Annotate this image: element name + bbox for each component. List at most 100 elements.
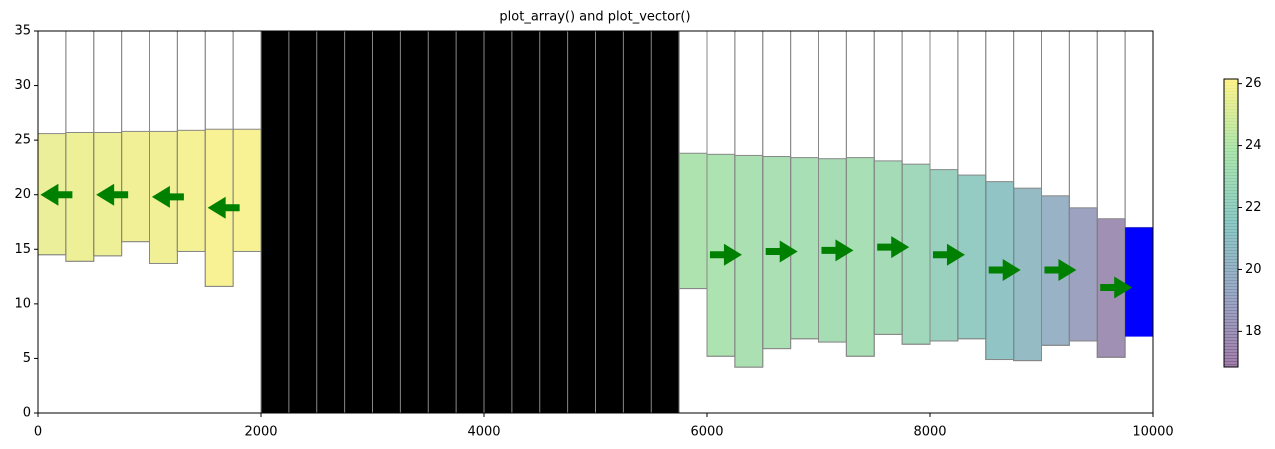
y-tick-label: 25 — [14, 133, 31, 148]
colorbar-step — [1224, 346, 1238, 350]
colorbar-step — [1224, 133, 1238, 137]
colorbar-step — [1224, 211, 1238, 215]
colorbar-step — [1224, 160, 1238, 164]
colorbar-step — [1224, 250, 1238, 254]
colorbar-step — [1224, 196, 1238, 200]
colorbar-step — [1224, 253, 1238, 257]
flow-vector — [1100, 276, 1133, 299]
colorbar-step — [1224, 121, 1238, 125]
flow-vector — [765, 240, 798, 263]
flow-vector — [709, 243, 742, 266]
colorbar-tick-label: 18 — [1245, 324, 1262, 339]
colorbar-step — [1224, 319, 1238, 323]
colorbar-step — [1224, 298, 1238, 302]
head-cell — [678, 152, 708, 290]
colorbar-step — [1224, 184, 1238, 188]
colorbar-step — [1224, 94, 1238, 98]
colorbar-step — [1224, 127, 1238, 131]
colorbar-step — [1224, 265, 1238, 269]
x-tick-label: 8000 — [913, 425, 946, 440]
colorbar-step — [1224, 307, 1238, 311]
colorbar-step — [1224, 247, 1238, 251]
colorbar-step — [1224, 112, 1238, 116]
constant-head-cell — [1125, 227, 1153, 337]
colorbar-step — [1224, 217, 1238, 221]
constant-head-outline — [1124, 30, 1154, 228]
colorbar-step — [1224, 232, 1238, 236]
colorbar-step — [1224, 322, 1238, 326]
y-tick-label: 20 — [14, 187, 31, 202]
colorbar-step — [1224, 82, 1238, 86]
colorbar-step — [1224, 181, 1238, 185]
colorbar-step — [1224, 220, 1238, 224]
x-tick-label: 10000 — [1132, 425, 1173, 440]
colorbar-step — [1224, 202, 1238, 206]
colorbar-step — [1224, 172, 1238, 176]
colorbar-step — [1224, 337, 1238, 341]
y-tick-label: 0 — [23, 406, 31, 421]
x-tick-label: 0 — [34, 425, 42, 440]
colorbar-frame — [1223, 78, 1239, 368]
colorbar-step — [1224, 289, 1238, 293]
colorbar-step — [1224, 304, 1238, 308]
x-tick-label: 4000 — [467, 425, 500, 440]
flow-vector — [96, 183, 129, 206]
colorbar-step — [1224, 286, 1238, 290]
colorbar-step — [1224, 313, 1238, 317]
colorbar-step — [1224, 214, 1238, 218]
colorbar-step — [1224, 241, 1238, 245]
head-cell — [845, 157, 875, 357]
flow-vector — [151, 185, 184, 208]
colorbar-step — [1224, 115, 1238, 119]
y-tick-label: 5 — [23, 351, 31, 366]
colorbar-step — [1224, 283, 1238, 287]
colorbar-step — [1224, 106, 1238, 110]
colorbar-step — [1224, 136, 1238, 140]
chart-title: plot_array() and plot_vector() — [499, 10, 690, 25]
colorbar-step — [1224, 163, 1238, 167]
colorbar-step — [1224, 157, 1238, 161]
head-cell — [1013, 187, 1042, 362]
colorbar-step — [1224, 118, 1238, 122]
flow-vector — [1044, 259, 1077, 282]
colorbar-tick-label: 20 — [1245, 262, 1262, 277]
colorbar-step — [1224, 154, 1238, 158]
colorbar-tick-label: 26 — [1245, 76, 1262, 91]
head-cell — [734, 154, 764, 368]
y-tick-label: 35 — [14, 24, 31, 39]
colorbar-step — [1224, 193, 1238, 197]
y-tick-label: 15 — [14, 242, 31, 257]
colorbar-step — [1224, 151, 1238, 155]
colorbar-step — [1224, 205, 1238, 209]
x-tick-label: 2000 — [244, 425, 277, 440]
colorbar-step — [1224, 229, 1238, 233]
colorbar-step — [1224, 139, 1238, 143]
colorbar-tick-label: 24 — [1245, 138, 1262, 153]
colorbar-step — [1224, 271, 1238, 275]
colorbar-step — [1224, 130, 1238, 134]
colorbar-step — [1224, 223, 1238, 227]
colorbar-step — [1224, 262, 1238, 266]
colorbar-step — [1224, 85, 1238, 89]
head-cell — [232, 128, 262, 252]
colorbar-step — [1224, 178, 1238, 182]
colorbar-step — [1224, 88, 1238, 92]
colorbar-step — [1224, 91, 1238, 95]
colorbar-step — [1224, 331, 1238, 335]
colorbar-step — [1224, 190, 1238, 194]
plot-frame — [37, 30, 1154, 414]
head-cell — [176, 129, 206, 252]
colorbar-step — [1224, 268, 1238, 272]
colorbar-step — [1224, 244, 1238, 248]
colorbar-step — [1224, 256, 1238, 260]
flow-vector — [877, 236, 910, 259]
colorbar-step — [1224, 169, 1238, 173]
colorbar-tick-label: 22 — [1245, 200, 1262, 215]
colorbar-step — [1224, 100, 1238, 104]
head-cell — [957, 174, 987, 340]
colorbar-step — [1224, 328, 1238, 332]
colorbar-step — [1224, 280, 1238, 284]
colorbar-step — [1224, 238, 1238, 242]
head-cell — [790, 157, 819, 340]
